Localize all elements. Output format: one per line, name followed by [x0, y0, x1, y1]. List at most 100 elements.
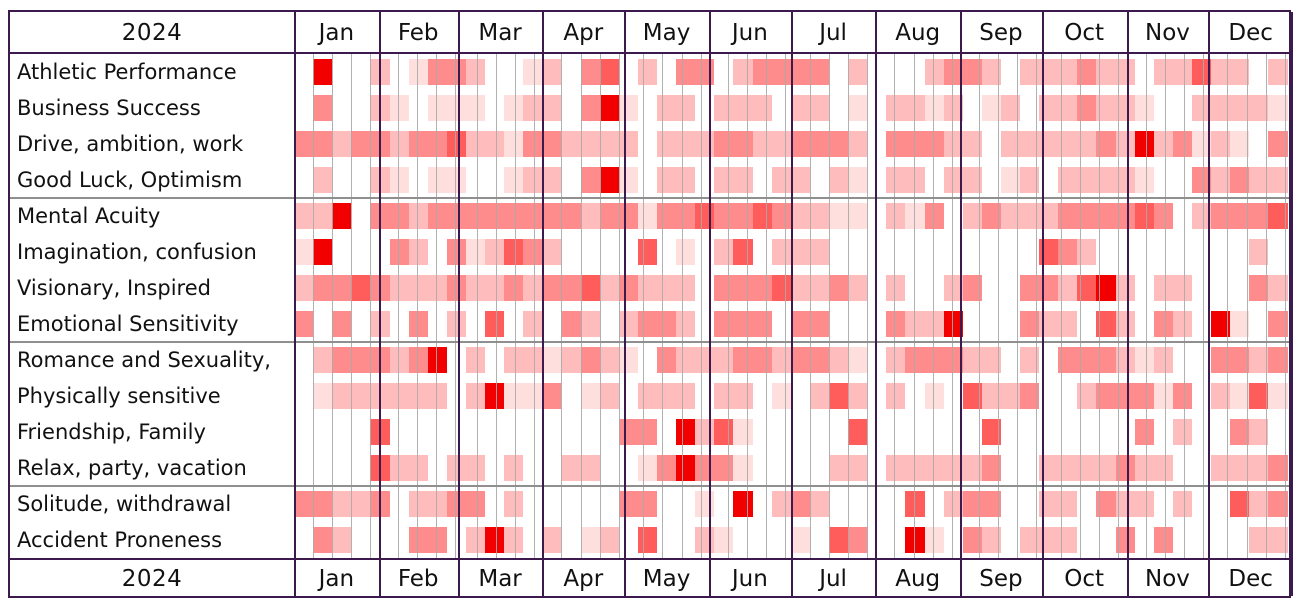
- heatmap-cell: [465, 527, 486, 553]
- heatmap-cell: [733, 131, 753, 157]
- heatmap-cell: [504, 131, 524, 157]
- heatmap-cell: [294, 131, 314, 157]
- heatmap-cell: [1096, 491, 1116, 517]
- month-footer-mar: Mar: [478, 566, 522, 592]
- heatmap-cell: [733, 455, 753, 481]
- heatmap-cell: [1230, 455, 1250, 481]
- heatmap-cell: [752, 311, 772, 337]
- heatmap-cell: [1115, 347, 1135, 373]
- heatmap-cell: [313, 203, 333, 229]
- heatmap-cell: [695, 491, 715, 517]
- heatmap-cell: [389, 455, 409, 481]
- heatmap-cell: [886, 131, 906, 157]
- heatmap-cell: [905, 311, 925, 337]
- heatmap-cell: [733, 59, 753, 85]
- heatmap-cell: [408, 131, 428, 157]
- heatmap-cell: [905, 95, 925, 121]
- week-gridline: [476, 54, 478, 558]
- heatmap-cell: [389, 95, 409, 121]
- heatmap-cell: [427, 527, 447, 553]
- heatmap-cell: [1115, 203, 1135, 229]
- heatmap-cell: [1172, 491, 1192, 517]
- month-header-mar: Mar: [478, 20, 522, 46]
- week-gridline: [662, 54, 664, 558]
- heatmap-cell: [828, 527, 849, 553]
- heatmap-cell: [1249, 347, 1269, 373]
- heatmap-cell: [389, 131, 409, 157]
- heatmap-cell: [1077, 275, 1097, 301]
- heatmap-cell: [809, 131, 829, 157]
- heatmap-cell: [637, 311, 657, 337]
- heatmap-cell: [313, 95, 333, 121]
- heatmap-cell: [485, 527, 505, 553]
- heatmap-cell: [523, 311, 543, 337]
- heatmap-cell: [886, 167, 906, 193]
- heatmap-cell: [389, 347, 409, 373]
- heatmap-cell: [752, 347, 772, 373]
- month-header-may: May: [642, 20, 691, 46]
- heatmap-cell: [676, 419, 696, 445]
- heatmap-cell: [504, 167, 524, 193]
- heatmap-cell: [542, 383, 562, 409]
- heatmap-cell: [599, 131, 619, 157]
- heatmap-cell: [485, 275, 505, 301]
- heatmap-cell: [657, 275, 677, 301]
- month-boundary-line: [378, 12, 381, 596]
- heatmap-cell: [1115, 311, 1135, 337]
- heatmap-cell: [809, 347, 829, 373]
- month-header-jul: Jul: [819, 20, 847, 46]
- heatmap-cell: [313, 527, 333, 553]
- heatmap-cell: [714, 455, 734, 481]
- heatmap-cell: [1211, 167, 1231, 193]
- heatmap-cell: [733, 275, 753, 301]
- heatmap-cell: [943, 95, 963, 121]
- heatmap-cell: [1096, 167, 1116, 193]
- heatmap-cell: [771, 275, 791, 301]
- heatmap-cell: [408, 527, 428, 553]
- heatmap-cell: [1039, 239, 1059, 265]
- week-gridline: [998, 54, 1000, 558]
- heatmap-cell: [1039, 491, 1059, 517]
- month-boundary-line: [542, 12, 545, 596]
- week-gridline: [894, 54, 896, 558]
- week-gridline: [828, 54, 830, 558]
- week-gridline: [1080, 54, 1082, 558]
- heatmap-cell: [1058, 311, 1078, 337]
- month-boundary-line: [294, 12, 296, 596]
- heatmap-cell: [1020, 131, 1040, 157]
- heatmap-cell: [714, 275, 734, 301]
- heatmap-cell: [294, 239, 314, 265]
- heatmap-cell: [504, 383, 524, 409]
- row-group-separator: [10, 197, 1289, 199]
- heatmap-cell: [1096, 347, 1116, 373]
- heatmap-cell: [561, 275, 581, 301]
- heatmap-cell: [809, 59, 829, 85]
- heatmap-cell: [351, 347, 371, 373]
- heatmap-cell: [1115, 491, 1135, 517]
- heatmap-cell: [981, 419, 1001, 445]
- yearly-heatmap-calendar: 2024 2024 Jan Jan Feb Feb Mar Mar Apr Apr May May…: [8, 10, 1293, 598]
- week-gridline: [495, 54, 497, 558]
- heatmap-cell: [676, 311, 696, 337]
- heatmap-cell: [1153, 203, 1173, 229]
- heatmap-cell: [332, 131, 352, 157]
- heatmap-cell: [618, 167, 638, 193]
- heatmap-cell: [695, 455, 715, 481]
- heatmap-cell: [580, 203, 600, 229]
- heatmap-cell: [1153, 131, 1173, 157]
- month-footer-oct: Oct: [1064, 566, 1105, 592]
- heatmap-cell: [1153, 59, 1173, 85]
- heatmap-cell: [790, 131, 810, 157]
- week-gridline: [1060, 54, 1062, 558]
- week-gridline: [979, 54, 981, 558]
- heatmap-cell: [1115, 383, 1135, 409]
- heatmap-cell: [542, 275, 562, 301]
- heatmap-cell: [1077, 167, 1097, 193]
- heatmap-cell: [1096, 95, 1116, 121]
- heatmap-cell: [790, 203, 810, 229]
- heatmap-cell: [465, 203, 486, 229]
- row-label: Emotional Sensitivity: [17, 312, 239, 336]
- heatmap-cell: [485, 383, 505, 409]
- heatmap-cell: [1192, 203, 1212, 229]
- heatmap-cell: [962, 59, 982, 85]
